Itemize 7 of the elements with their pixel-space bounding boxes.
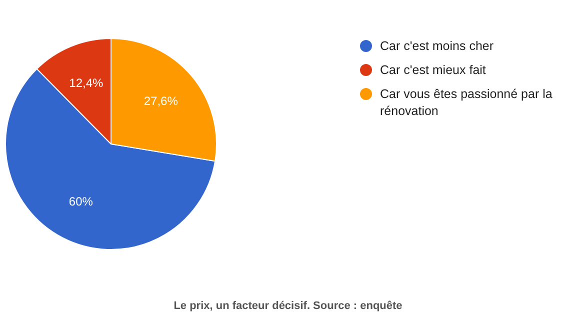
data-label: 60% — [68, 194, 94, 208]
text: Le prix, un facteur décisif. Source : enquête — [172, 300, 404, 312]
data-label: 27,6% — [144, 94, 178, 108]
legend-label: Car c'est mieux fait — [380, 62, 486, 79]
data-label: 12,4% — [69, 76, 104, 90]
legend-label: Car vous êtes passionné par la rénovation — [380, 86, 554, 120]
legend-label: Car c'est moins cher — [380, 38, 494, 55]
